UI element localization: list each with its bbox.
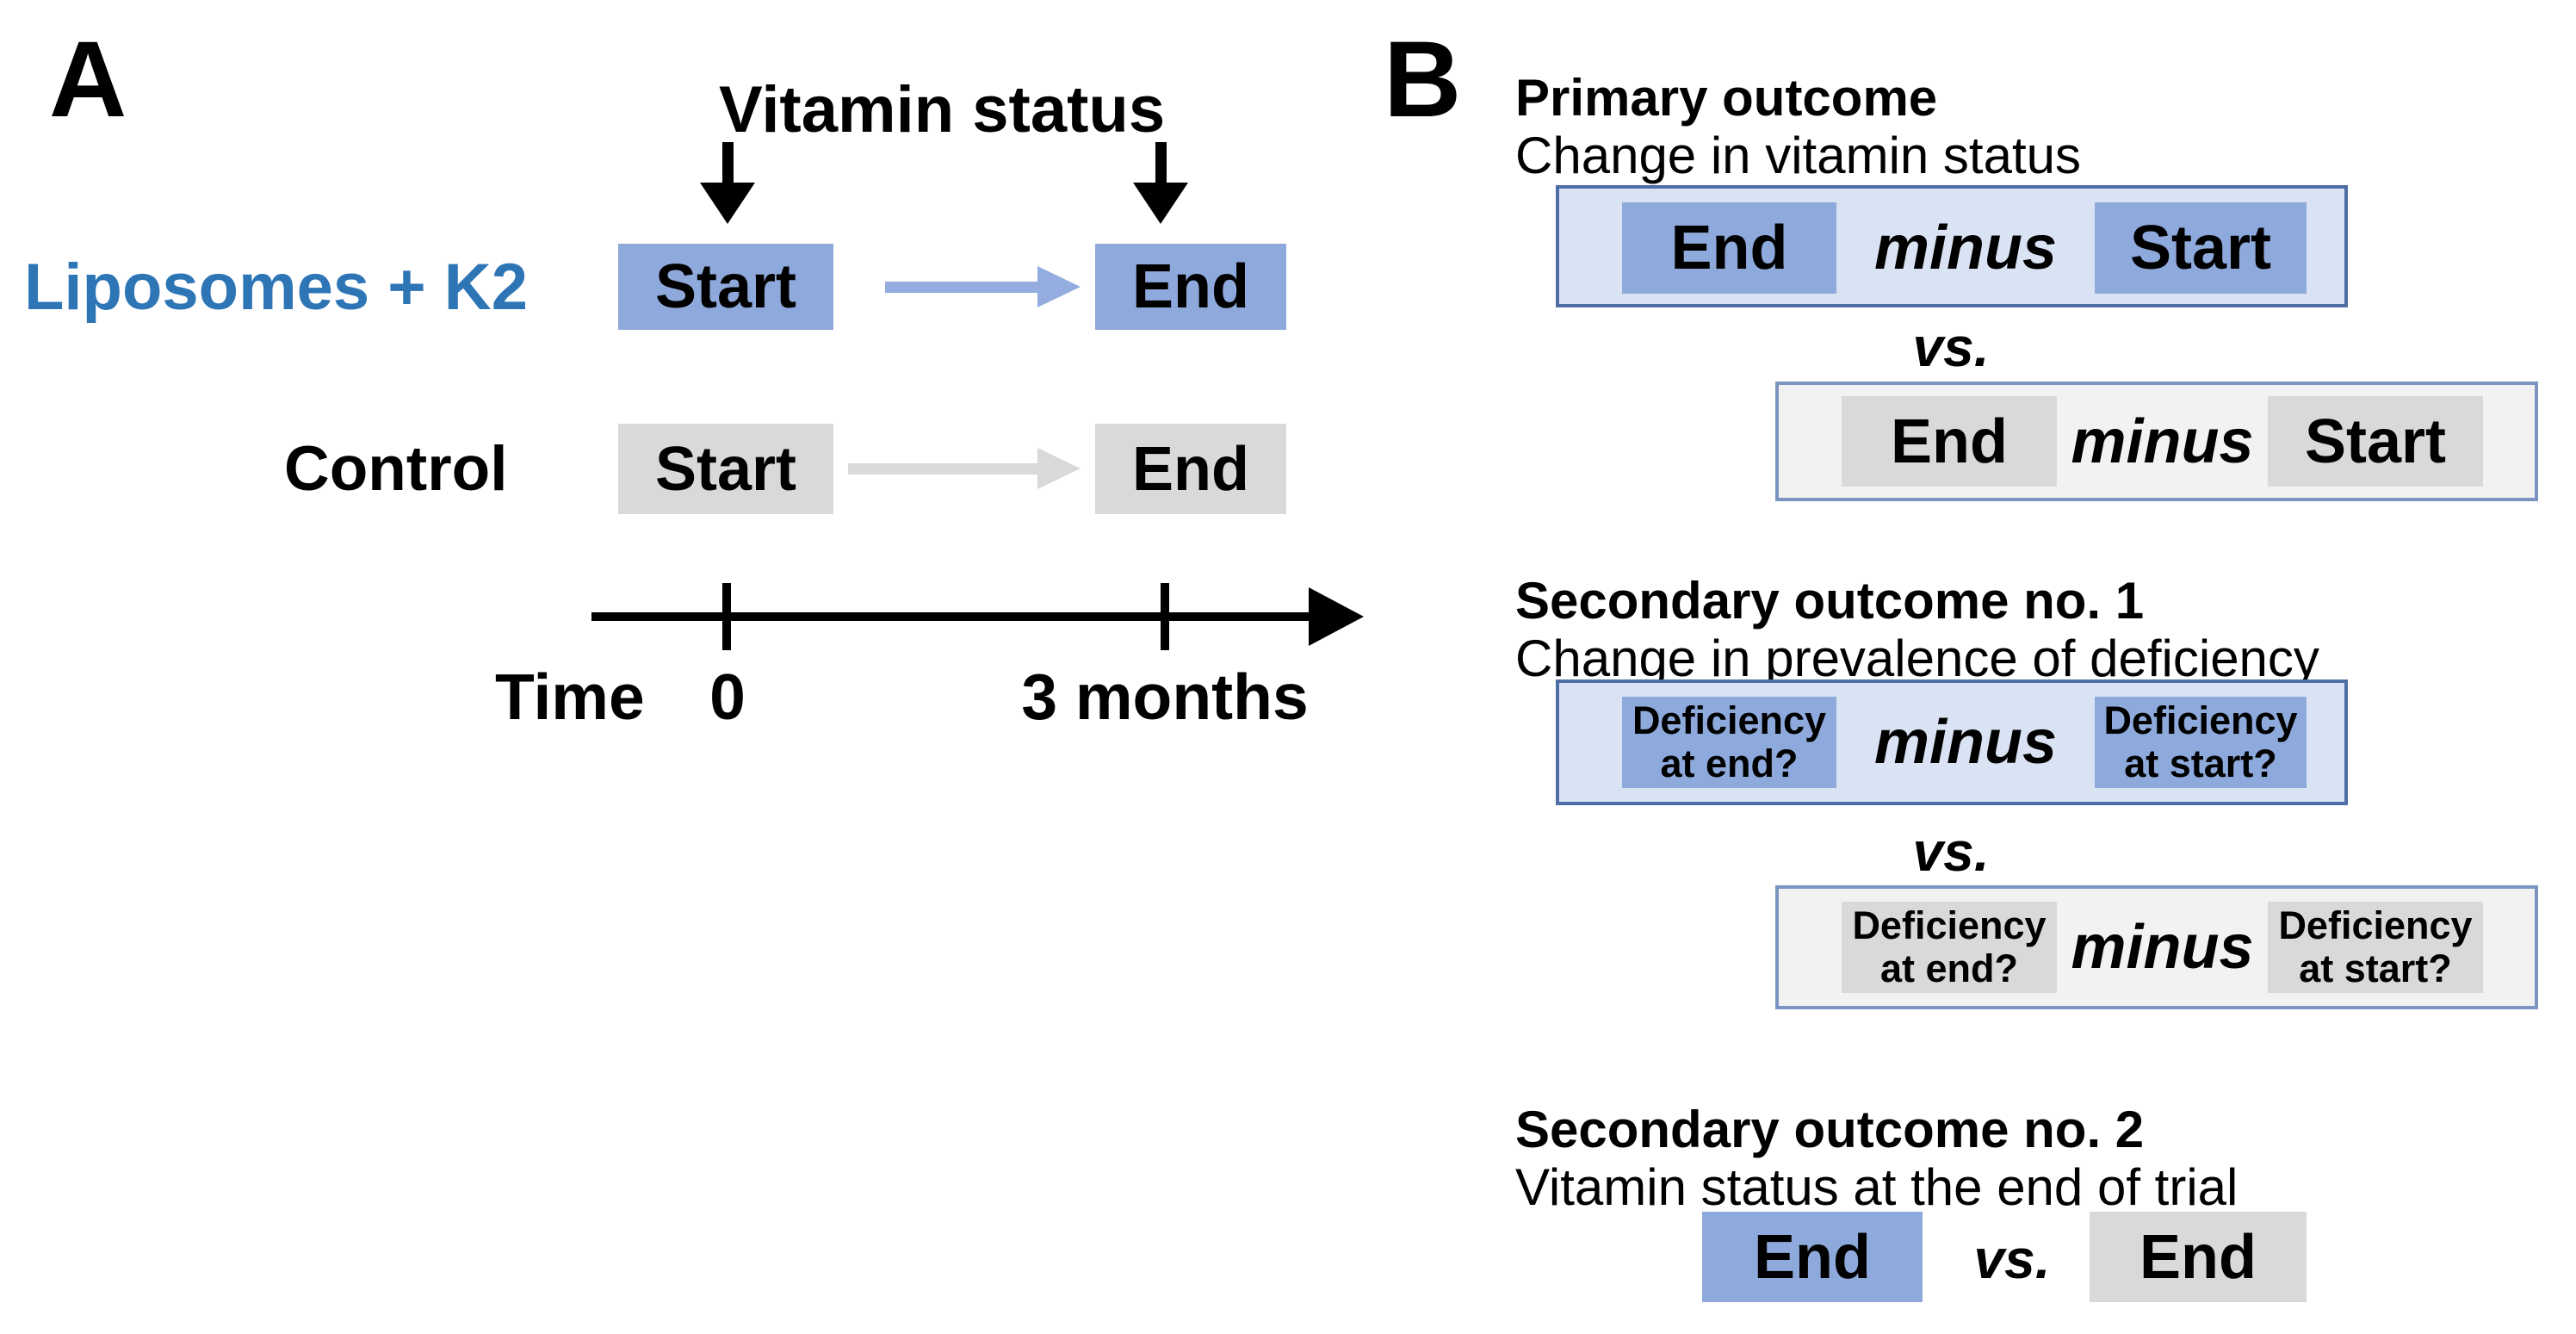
control-start-box-primary: Start — [2268, 396, 2483, 487]
measurement-arrow-start-icon — [700, 142, 755, 224]
timeline-axis — [591, 612, 1317, 621]
end-box-treatment: End — [1095, 244, 1286, 330]
section-subtitle: Vitamin status at the end of trial — [1515, 1158, 2239, 1216]
minus-label: minus — [1873, 708, 2058, 777]
minus-label: minus — [2071, 913, 2254, 982]
timeline-tick-3months — [1161, 583, 1169, 650]
timeline-arrowhead-icon — [1309, 587, 1364, 646]
treatment-end-box-primary: End — [1622, 202, 1836, 294]
tick-label-0: 0 — [709, 661, 746, 733]
section-secondary1-header: Secondary outcome no. 1 Change in preval… — [1515, 572, 2319, 687]
treatment-deficiency-start-box: Deficiency at start? — [2095, 697, 2307, 788]
arrow-stem — [848, 462, 1037, 475]
control-deficiency-start-box: Deficiency at start? — [2268, 902, 2483, 993]
vs-label: vs. — [1973, 1228, 2051, 1290]
box-line2: at start? — [2299, 946, 2452, 990]
box-line1: Deficiency — [1632, 698, 1827, 742]
group-name-liposomes-k2: Liposomes + K2 — [24, 250, 528, 324]
start-box-treatment: Start — [618, 244, 833, 330]
box-line2: at start? — [2124, 741, 2277, 785]
timeline-label: Time — [495, 661, 645, 733]
arrow-stem — [885, 281, 1037, 293]
measurement-arrow-end-icon — [1133, 142, 1188, 224]
panel-b-label: B — [1384, 20, 1462, 140]
box-line1: Deficiency — [1852, 903, 2047, 947]
tick-label-3months: 3 months — [1021, 661, 1309, 733]
treatment-deficiency-end-box: Deficiency at end? — [1622, 697, 1836, 788]
arrow-head — [1037, 448, 1081, 489]
control-deficiency-end-box: Deficiency at end? — [1842, 902, 2057, 993]
section-subtitle: Change in prevalence of deficiency — [1515, 630, 2319, 687]
box-line2: at end? — [1660, 741, 1799, 785]
arrow-stem — [721, 142, 734, 183]
section-title: Secondary outcome no. 1 — [1515, 572, 2145, 630]
end-box-control: End — [1095, 424, 1286, 514]
vs-label: vs. — [1912, 821, 1990, 883]
timeline-tick-0 — [722, 583, 731, 650]
minus-label: minus — [1873, 214, 2058, 282]
arrow-head — [700, 183, 755, 224]
arrow-head — [1133, 183, 1188, 224]
box-line1: Deficiency — [2103, 698, 2298, 742]
box-line1: Deficiency — [2278, 903, 2473, 947]
section-title: Primary outcome — [1515, 69, 1938, 127]
section-secondary2-header: Secondary outcome no. 2 Vitamin status a… — [1515, 1101, 2238, 1216]
vitamin-status-label: Vitamin status — [719, 73, 1166, 146]
section-title: Secondary outcome no. 2 — [1515, 1101, 2145, 1158]
control-end-box-secondary2: End — [2090, 1212, 2307, 1302]
start-box-control: Start — [618, 424, 833, 514]
section-subtitle: Change in vitamin status — [1515, 127, 2082, 184]
flow-arrow-treatment-icon — [885, 266, 1081, 307]
section-primary-header: Primary outcome Change in vitamin status — [1515, 69, 2081, 184]
panel-a-label: A — [49, 20, 127, 140]
minus-label: minus — [2071, 406, 2254, 476]
flow-arrow-control-icon — [848, 448, 1081, 489]
control-end-box-primary: End — [1842, 396, 2057, 487]
treatment-end-box-secondary2: End — [1702, 1212, 1923, 1302]
group-name-control: Control — [284, 434, 508, 504]
arrow-stem — [1155, 142, 1167, 183]
treatment-start-box-primary: Start — [2095, 202, 2307, 294]
vs-label: vs. — [1912, 316, 1990, 378]
box-line2: at end? — [1879, 946, 2018, 990]
arrow-head — [1037, 266, 1081, 307]
